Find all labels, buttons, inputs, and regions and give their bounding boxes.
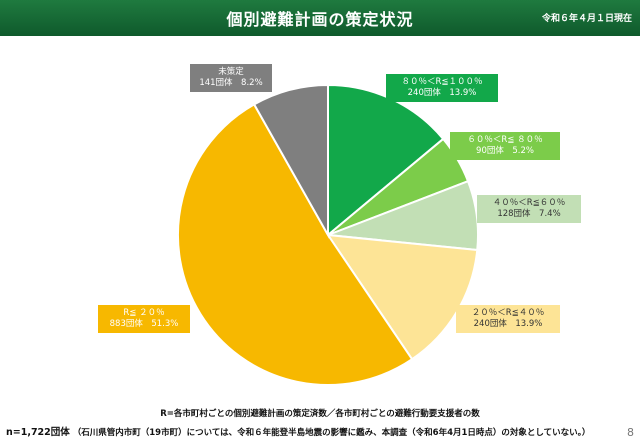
- slice-label-detail: 141団体 8.2%: [199, 78, 263, 88]
- slice-label-range: ２０％＜R≦４０％: [471, 308, 545, 318]
- slice-label-20-40: ２０％＜R≦４０％ 240団体 13.9%: [456, 305, 560, 333]
- slice-label-60-80: ６０％＜R≦ ８０％ 90団体 5.2%: [450, 132, 560, 160]
- page-title: 個別避難計画の策定状況: [226, 10, 414, 29]
- slice-label-0-20: R≦ ２０％ 883団体 51.3%: [98, 305, 190, 333]
- slice-label-detail: 128団体 7.4%: [497, 209, 561, 219]
- slice-label-40-60: ４０％＜R≦６０％ 128団体 7.4%: [477, 195, 581, 223]
- pie-slice-4: [176, 103, 414, 387]
- sample-size: n=1,722団体: [6, 427, 70, 438]
- slice-label-range: R≦ ２０％: [123, 308, 165, 318]
- slice-label-80-100: ８０％＜R≦１００％ 240団体 13.9%: [386, 74, 498, 102]
- slice-label-detail: 240団体 13.9%: [473, 319, 543, 329]
- as-of-date: 令和６年４月１日現在: [541, 14, 632, 24]
- slice-label-unplanned: 未策定 141団体 8.2%: [190, 64, 272, 92]
- ratio-definition: R=各市町村ごとの個別避難計画の策定済数／各市町村ごとの避難行動要支援者の数: [160, 409, 480, 419]
- sample-note: n=1,722団体 （石川県管内市町（19市町）については、令和６年能登半島地震…: [6, 424, 590, 438]
- slice-label-detail: 240団体 13.9%: [407, 88, 477, 98]
- slice-label-detail: 883団体 51.3%: [109, 319, 179, 329]
- slice-label-range: ６０％＜R≦ ８０％: [467, 135, 543, 145]
- title-bar: 個別避難計画の策定状況 令和６年４月１日現在: [0, 0, 640, 36]
- pie-slice-5: [252, 83, 329, 239]
- slice-label-range: 未策定: [218, 67, 244, 77]
- slice-label-range: ８０％＜R≦１００％: [401, 77, 483, 87]
- slice-label-detail: 90団体 5.2%: [476, 146, 534, 156]
- exclusion-note: （石川県管内市町（19市町）については、令和６年能登半島地震の影響に鑑み、本調査…: [72, 428, 591, 438]
- page-number: 8: [627, 426, 634, 439]
- slice-label-range: ４０％＜R≦６０％: [492, 198, 566, 208]
